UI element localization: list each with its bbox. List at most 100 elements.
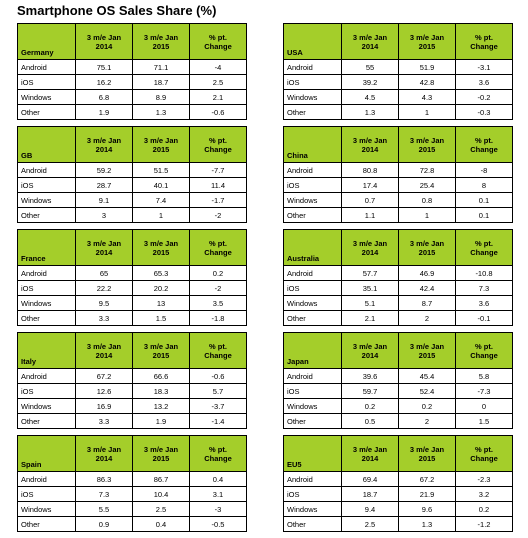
share-2015: 21.9: [398, 486, 456, 502]
header-change: % pt. Change: [455, 126, 513, 163]
table-row: Android 59.2 51.5 -7.7: [17, 162, 247, 178]
table-row: Windows 5.1 8.7 3.6: [283, 295, 513, 311]
os-name: Windows: [283, 295, 342, 311]
share-2015: 45.4: [398, 368, 456, 384]
share-change: -2: [189, 207, 247, 223]
header-text: % pt.: [209, 32, 227, 42]
os-name: Android: [283, 265, 342, 281]
header-text: 3 m/e Jan: [409, 341, 445, 351]
header-text: 3 m/e Jan: [143, 341, 179, 351]
os-name: iOS: [17, 280, 76, 296]
header-2015: 3 m/e Jan 2015: [398, 23, 456, 60]
os-name: Windows: [17, 501, 76, 517]
region-name: Japan: [283, 332, 342, 369]
os-name: Windows: [17, 192, 76, 208]
table-row: Android 39.6 45.4 5.8: [283, 368, 513, 384]
share-change: -0.3: [455, 104, 513, 120]
header-2014: 3 m/e Jan 2014: [75, 435, 133, 472]
header-text: % pt.: [209, 238, 227, 248]
os-name: iOS: [283, 177, 342, 193]
os-name: Other: [283, 413, 342, 429]
share-2015: 7.4: [132, 192, 190, 208]
share-2014: 16.9: [75, 398, 133, 414]
header-2015: 3 m/e Jan 2015: [132, 435, 190, 472]
share-change: 0: [455, 398, 513, 414]
os-name: Android: [17, 368, 76, 384]
os-name: Other: [17, 310, 76, 326]
header-2014: 3 m/e Jan 2014: [75, 332, 133, 369]
share-change: 2.5: [189, 74, 247, 90]
share-change: -3.7: [189, 398, 247, 414]
os-name: Windows: [283, 398, 342, 414]
header-2014: 3 m/e Jan 2014: [75, 23, 133, 60]
sales-share-table: Australia 3 m/e Jan 2014 3 m/e Jan 2015% pt.…: [283, 229, 513, 326]
share-change: -1.4: [189, 413, 247, 429]
header-text: Change: [470, 350, 498, 360]
region-name: USA: [283, 23, 342, 60]
header-2014: 3 m/e Jan 2014: [75, 126, 133, 163]
os-name: iOS: [17, 74, 76, 90]
share-change: 0.2: [189, 265, 247, 281]
share-2014: 1.3: [341, 104, 399, 120]
share-change: 0.4: [189, 471, 247, 487]
share-2015: 46.9: [398, 265, 456, 281]
share-2015: 1: [132, 207, 190, 223]
share-change: -0.5: [189, 516, 247, 532]
sales-share-table: China 3 m/e Jan 2014 3 m/e Jan 2015% pt. Chan…: [283, 126, 513, 223]
header-text: 2015: [418, 144, 436, 154]
table-row: iOS 59.7 52.4 -7.3: [283, 383, 513, 399]
sales-share-table: Japan 3 m/e Jan 2014 3 m/e Jan 2015% pt. Chan…: [283, 332, 513, 429]
header-change: % pt. Change: [189, 23, 247, 60]
table-row: Other 3.3 1.5 -1.8: [17, 310, 247, 326]
table-row: Windows 4.5 4.3 -0.2: [283, 89, 513, 105]
share-2014: 12.6: [75, 383, 133, 399]
header-2015: 3 m/e Jan 2015: [132, 229, 190, 266]
share-2014: 3.3: [75, 310, 133, 326]
share-2014: 4.5: [341, 89, 399, 105]
sales-share-table: GB 3 m/e Jan 2014 3 m/e Jan 2015% pt. Change A…: [17, 126, 247, 223]
share-2015: 13.2: [132, 398, 190, 414]
table-header-row: Italy 3 m/e Jan 2014 3 m/e Jan 2015% pt. Chan…: [17, 332, 247, 369]
share-change: 0.1: [455, 192, 513, 208]
share-change: -0.6: [189, 104, 247, 120]
region-name: Italy: [17, 332, 76, 369]
share-2015: 1.3: [398, 516, 456, 532]
table-header-row: Spain 3 m/e Jan 2014 3 m/e Jan 2015% pt. Chan…: [17, 435, 247, 472]
table-header-row: France 3 m/e Jan 2014 3 m/e Jan 2015% pt. Cha…: [17, 229, 247, 266]
region-name: Germany: [17, 23, 76, 60]
share-2014: 9.4: [341, 501, 399, 517]
share-2014: 0.9: [75, 516, 133, 532]
header-text: Change: [204, 41, 232, 51]
header-text: 3 m/e Jan: [86, 341, 122, 351]
share-change: 3.6: [455, 295, 513, 311]
share-2014: 6.8: [75, 89, 133, 105]
share-2015: 1.9: [132, 413, 190, 429]
os-name: Android: [283, 59, 342, 75]
header-text: Change: [204, 247, 232, 257]
header-2015: 3 m/e Jan 2015: [398, 332, 456, 369]
header-text: 2015: [152, 41, 170, 51]
os-name: iOS: [283, 280, 342, 296]
table-row: Other 2.1 2 -0.1: [283, 310, 513, 326]
sales-share-table: USA 3 m/e Jan 2014 3 m/e Jan 2015% pt. Change…: [283, 23, 513, 120]
share-2015: 1.5: [132, 310, 190, 326]
os-name: Android: [283, 471, 342, 487]
share-2014: 59.7: [341, 383, 399, 399]
share-change: 2.1: [189, 89, 247, 105]
share-2015: 40.1: [132, 177, 190, 193]
os-name: iOS: [17, 486, 76, 502]
table-row: iOS 39.2 42.8 3.6: [283, 74, 513, 90]
os-name: Other: [17, 104, 76, 120]
table-row: iOS 35.1 42.4 7.3: [283, 280, 513, 296]
os-name: Other: [283, 104, 342, 120]
header-2014: 3 m/e Jan 2014: [341, 435, 399, 472]
sales-share-table: EU5 3 m/e Jan 2014 3 m/e Jan 2015% pt. Change…: [283, 435, 513, 532]
share-2015: 8.7: [398, 295, 456, 311]
share-2015: 86.7: [132, 471, 190, 487]
os-name: Windows: [283, 89, 342, 105]
share-2014: 3.3: [75, 413, 133, 429]
table-header-row: GB 3 m/e Jan 2014 3 m/e Jan 2015% pt. Change: [17, 126, 247, 163]
share-change: -10.8: [455, 265, 513, 281]
os-name: Other: [17, 207, 76, 223]
share-change: -1.2: [455, 516, 513, 532]
